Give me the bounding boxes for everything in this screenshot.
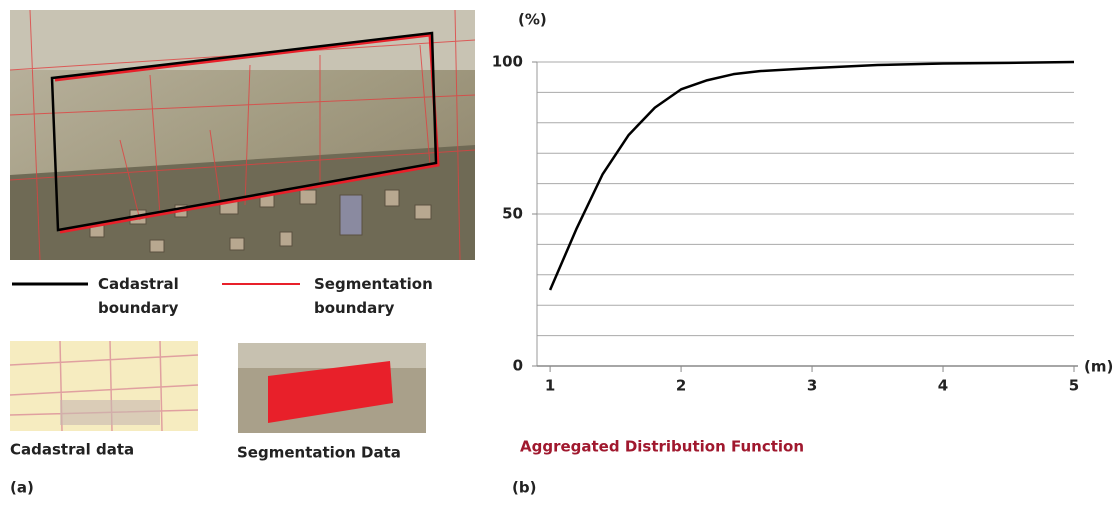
- y-tick-label: 50: [502, 205, 523, 223]
- x-tick-label: 2: [676, 377, 686, 395]
- x-tick-label: 5: [1069, 377, 1079, 395]
- data-line: [548, 60, 1075, 291]
- legend-entry: Cadastral boundary: [98, 275, 179, 317]
- segmentation-thumbnail: [238, 343, 426, 433]
- y-tick-label: 0: [513, 357, 523, 375]
- y-axis-label: (%): [518, 11, 547, 29]
- panel-label: (a): [10, 479, 34, 497]
- legend-label: Segmentation boundary: [314, 275, 433, 317]
- legend-label: Cadastral boundary: [98, 275, 179, 317]
- panel-label: (b): [512, 479, 536, 497]
- satellite-image: [9, 9, 476, 261]
- cadastral-thumbnail: [9, 340, 199, 432]
- x-tick-label: 4: [938, 377, 948, 395]
- caption: Cadastral data: [10, 441, 134, 459]
- x-tick-label: 3: [807, 377, 817, 395]
- caption: Segmentation Data: [237, 444, 401, 462]
- x-tick-label: 1: [545, 377, 555, 395]
- chart-title: Aggregated Distribution Function: [520, 438, 804, 456]
- y-tick-label: 100: [492, 53, 523, 71]
- x-axis-label: (m): [1084, 358, 1113, 376]
- legend-entry: Segmentation boundary: [314, 275, 433, 317]
